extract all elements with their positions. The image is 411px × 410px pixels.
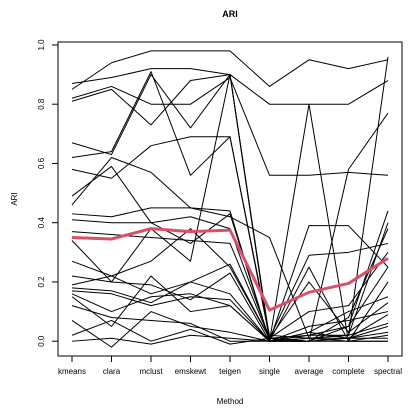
x-tick-label: emskewt: [175, 367, 207, 376]
series-line: [71, 228, 389, 339]
x-tick-label: complete: [332, 367, 365, 376]
y-tick-label: 0.4: [37, 217, 46, 229]
x-tick-label: single: [259, 367, 280, 376]
x-tick-label: kmeans: [58, 367, 86, 376]
series-line: [71, 334, 388, 345]
x-tick-label: spectral: [374, 367, 402, 376]
series-line: [71, 275, 389, 342]
series-line: [71, 74, 389, 342]
y-tick-label: 0.6: [37, 157, 46, 169]
series-line: [71, 311, 389, 348]
series-line: [71, 74, 389, 342]
series-line: [71, 50, 389, 90]
series-line: [71, 293, 389, 342]
plot-frame: [57, 41, 403, 357]
series-line: [71, 290, 389, 342]
series-line: [71, 68, 389, 105]
series-line: [71, 227, 389, 312]
series-line: [71, 319, 388, 345]
series-line: [71, 207, 389, 342]
y-tick-label: 0.2: [37, 276, 46, 288]
x-tick-label: average: [295, 367, 324, 376]
y-tick-label: 1.0: [37, 39, 46, 51]
series-line: [71, 272, 389, 342]
chart-title: ARI: [222, 9, 238, 19]
series-line: [71, 157, 389, 339]
y-axis-label: ARI: [10, 192, 19, 205]
series-line: [71, 281, 389, 342]
series-line: [71, 165, 389, 342]
series-line: [71, 74, 388, 342]
y-tick-label: 0.8: [37, 98, 46, 110]
x-axis-label: Method: [217, 397, 244, 406]
x-tick-label: teigen: [219, 367, 241, 376]
x-tick-label: clara: [103, 367, 121, 376]
y-tick-label: 0.0: [37, 335, 46, 347]
series-line: [71, 136, 389, 339]
x-tick-label: mclust: [139, 367, 163, 376]
series-line: [71, 252, 389, 339]
